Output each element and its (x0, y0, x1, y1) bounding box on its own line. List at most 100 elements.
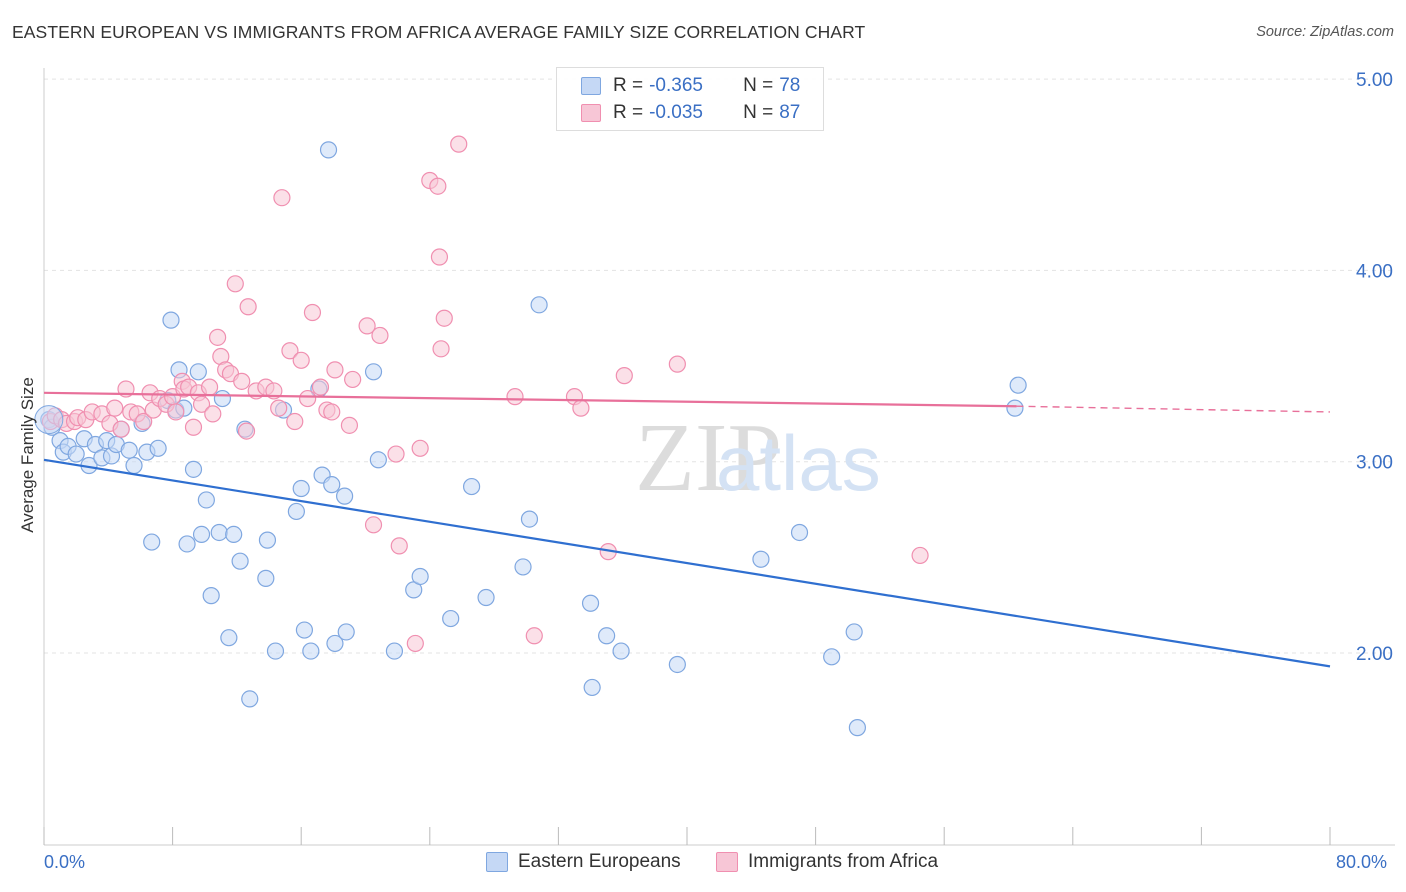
point-eastern-europeans (1009, 376, 1027, 394)
legend-label: Eastern Europeans (518, 851, 681, 872)
point-eastern-europeans (336, 487, 354, 505)
point-immigrants-from-africa (525, 627, 543, 645)
legend-n-label: N = (743, 75, 774, 96)
watermark-zip: ZIP (635, 404, 782, 512)
point-eastern-europeans (120, 441, 138, 459)
point-eastern-europeans (257, 569, 275, 587)
point-eastern-europeans (189, 363, 207, 381)
point-eastern-europeans (184, 460, 203, 478)
point-eastern-europeans (326, 634, 344, 653)
point-eastern-europeans (192, 525, 211, 543)
point-immigrants-from-africa (506, 388, 524, 406)
point-immigrants-from-africa (364, 516, 383, 534)
point-immigrants-from-africa (184, 418, 203, 436)
point-eastern-europeans (266, 642, 285, 660)
legend-n-label: N = (743, 102, 774, 123)
point-immigrants-from-africa (668, 355, 686, 373)
point-immigrants-from-africa (112, 420, 130, 438)
legend-item-immigrants-from-africa[interactable]: Immigrants from Africa (716, 851, 938, 873)
point-eastern-europeans (848, 719, 866, 737)
point-eastern-europeans (295, 621, 314, 639)
point-eastern-europeans (1006, 399, 1024, 417)
y-tick-label: 4.00 (1356, 261, 1393, 282)
data-points (34, 135, 1027, 737)
point-eastern-europeans (162, 311, 180, 329)
point-immigrants-from-africa (209, 328, 227, 346)
point-immigrants-from-africa (303, 303, 322, 322)
point-eastern-europeans (202, 587, 220, 605)
point-immigrants-from-africa (371, 326, 389, 345)
point-eastern-europeans (845, 623, 863, 641)
grid-lines (44, 78, 1395, 654)
point-eastern-europeans (411, 567, 429, 586)
point-immigrants-from-africa (299, 389, 317, 408)
point-immigrants-from-africa (411, 439, 429, 457)
legend-n-value: 87 (779, 102, 801, 123)
point-eastern-europeans (385, 642, 404, 660)
point-eastern-europeans (197, 491, 215, 509)
legend-n-value: 78 (779, 75, 801, 96)
watermark-atlas: atlas (716, 419, 881, 507)
point-immigrants-from-africa (429, 177, 447, 195)
trend-line-extension (1016, 405, 1331, 413)
point-eastern-europeans (258, 531, 277, 549)
point-immigrants-from-africa (311, 378, 330, 396)
point-immigrants-from-africa (226, 275, 244, 293)
series-legend: Eastern Europeans Immigrants from Africa (0, 851, 1406, 879)
y-tick-label: 5.00 (1356, 70, 1393, 91)
point-eastern-europeans (213, 389, 232, 408)
point-immigrants-from-africa (387, 445, 405, 463)
point-eastern-europeans (442, 609, 460, 628)
point-immigrants-from-africa (344, 370, 362, 389)
point-eastern-europeans (462, 477, 481, 496)
x-tick-label-max: 80.0% (1336, 852, 1388, 872)
y-tick-label: 3.00 (1356, 453, 1393, 474)
point-immigrants-from-africa (358, 317, 376, 335)
y-axis-title: Average Family Size (18, 377, 37, 533)
point-eastern-europeans (225, 525, 243, 543)
legend-swatch-pink (581, 104, 601, 122)
y-tick-label: 2.00 (1356, 644, 1393, 665)
point-immigrants-from-africa (273, 189, 291, 207)
legend-swatch-blue (581, 77, 601, 95)
point-immigrants-from-africa (615, 367, 633, 385)
point-eastern-europeans (583, 678, 601, 697)
trend-line-immigrants-from-africa (43, 391, 1017, 408)
legend-swatch-pink (716, 852, 738, 872)
point-eastern-europeans (323, 476, 341, 494)
point-immigrants-from-africa (281, 342, 299, 360)
point-immigrants-from-africa (911, 546, 929, 565)
point-eastern-europeans (292, 479, 310, 498)
point-eastern-europeans (514, 558, 532, 576)
legend-r-value: -0.365 (649, 75, 703, 96)
point-immigrants-from-africa (233, 372, 251, 390)
point-eastern-europeans (178, 535, 196, 553)
point-immigrants-from-africa (326, 361, 344, 379)
point-eastern-europeans (125, 456, 143, 475)
legend-r-value: -0.035 (649, 102, 703, 123)
legend-item-eastern-europeans[interactable]: Eastern Europeans (486, 851, 681, 873)
point-eastern-europeans (220, 629, 238, 647)
legend-r-label: R = (613, 75, 644, 96)
point-eastern-europeans (231, 552, 249, 570)
point-immigrants-from-africa (192, 395, 211, 413)
point-immigrants-from-africa (239, 298, 257, 316)
point-eastern-europeans (337, 623, 355, 641)
point-immigrants-from-africa (435, 309, 453, 327)
point-eastern-europeans (302, 642, 320, 660)
legend-label: Immigrants from Africa (748, 851, 939, 872)
point-immigrants-from-africa (450, 135, 468, 153)
legend-swatch-blue (486, 852, 508, 872)
point-immigrants-from-africa (237, 422, 256, 440)
y-tick-labels: 2.00 3.00 4.00 5.00 (1356, 70, 1393, 665)
point-immigrants-from-africa (340, 416, 359, 434)
point-eastern-europeans (149, 439, 167, 457)
point-eastern-europeans (287, 502, 305, 521)
point-immigrants-from-africa (135, 412, 153, 431)
point-immigrants-from-africa (406, 634, 424, 653)
point-eastern-europeans (210, 523, 228, 542)
x-tick-label-min: 0.0% (44, 852, 86, 872)
point-eastern-europeans (319, 141, 338, 159)
point-immigrants-from-africa (204, 405, 222, 423)
point-immigrants-from-africa (430, 248, 449, 266)
